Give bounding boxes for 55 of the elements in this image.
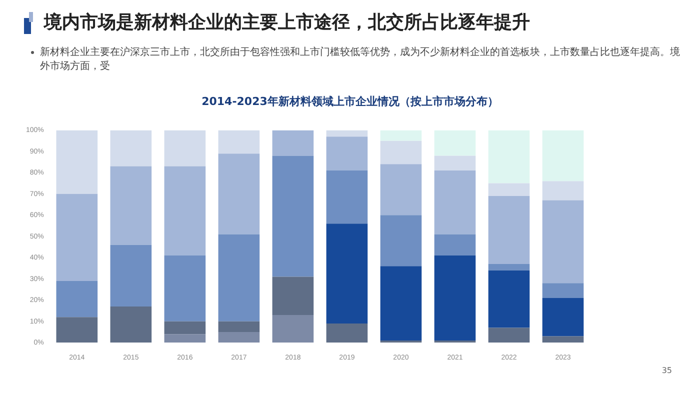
- bar: [488, 270, 530, 328]
- bar: [380, 340, 422, 343]
- bar: [272, 156, 314, 277]
- bar: [380, 130, 422, 141]
- bar: [542, 283, 584, 298]
- text: 35: [662, 366, 672, 375]
- bar: [542, 130, 584, 182]
- bar: [488, 183, 530, 196]
- bar: [164, 256, 206, 322]
- bar: [272, 314, 314, 343]
- bar: [434, 130, 476, 156]
- bar: [272, 276, 314, 315]
- bar: [542, 336, 584, 343]
- text: 新材料企业主要在沪深京三市上市，北交所由于包容性强和上市门槛较低等优势，成为不少新材料企业的首选板块，上市数量占比也逐年提高。境外市场方面，受: [40, 46, 680, 74]
- bar: [110, 306, 152, 343]
- bar: [110, 130, 152, 166]
- bar: [164, 130, 206, 166]
- bar: [326, 130, 368, 137]
- bar: [56, 194, 98, 282]
- bar: [488, 130, 530, 184]
- bar: [488, 196, 530, 264]
- bar: [56, 317, 98, 343]
- bar: [380, 266, 422, 340]
- bar: [434, 156, 476, 171]
- bar: [56, 281, 98, 318]
- bar: [326, 323, 368, 343]
- bar: [380, 215, 422, 266]
- bar: [434, 340, 476, 343]
- bar: [164, 166, 206, 256]
- bar: [218, 154, 260, 234]
- bar: [164, 321, 206, 334]
- bar: [488, 328, 530, 343]
- bar: [542, 181, 584, 200]
- bar: [326, 136, 368, 171]
- bar: [488, 264, 530, 270]
- chart-title: 2014-2023年新材料领域上市企业情况（按上市市场分布）: [200, 94, 500, 109]
- text: 境内市场是新材料企业的主要上市途径，北交所占比逐年提升: [44, 11, 530, 34]
- bar: [326, 170, 368, 224]
- bar: [380, 140, 422, 164]
- bar: [434, 170, 476, 234]
- bar: [218, 332, 260, 343]
- bar: [272, 130, 314, 156]
- bar: [218, 130, 260, 154]
- bar: [56, 130, 98, 194]
- bar: [542, 200, 584, 284]
- bar: [110, 166, 152, 245]
- bar: [218, 321, 260, 332]
- bar: [326, 224, 368, 324]
- bar: [434, 256, 476, 340]
- bar: [218, 234, 260, 322]
- bar: [164, 334, 206, 343]
- bar: [542, 298, 584, 336]
- bar: [434, 234, 476, 256]
- bar: [110, 244, 152, 306]
- bar: [380, 164, 422, 216]
